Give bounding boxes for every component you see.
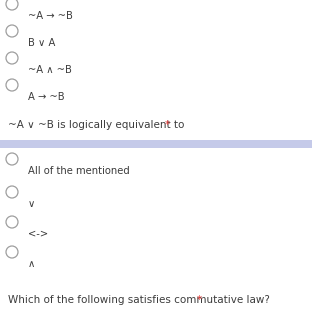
Text: <->: <->: [28, 229, 48, 239]
Text: All of the mentioned: All of the mentioned: [28, 166, 130, 176]
Text: B ∨ A: B ∨ A: [28, 38, 55, 48]
Text: A → ~B: A → ~B: [28, 92, 65, 102]
Text: ~A ∨ ~B is logically equivalent to: ~A ∨ ~B is logically equivalent to: [8, 120, 188, 130]
Text: ~A ∧ ~B: ~A ∧ ~B: [28, 65, 72, 75]
Text: ~A → ~B: ~A → ~B: [28, 11, 73, 21]
Text: ∨: ∨: [28, 199, 35, 209]
Text: ∧: ∧: [28, 259, 35, 269]
Text: *: *: [165, 120, 170, 130]
Bar: [0, 140, 312, 148]
Text: *: *: [197, 295, 202, 305]
Text: Which of the following satisfies commutative law?: Which of the following satisfies commuta…: [8, 295, 273, 305]
